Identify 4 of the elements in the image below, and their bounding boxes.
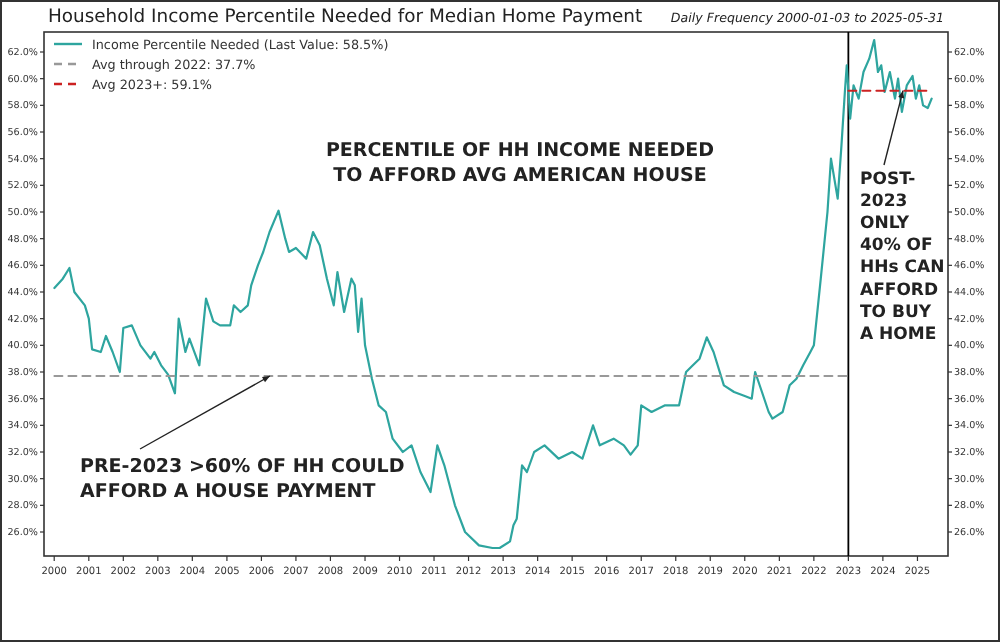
annotation: POST-2023 ONLY 40% OF HHs CAN AFFORD TO BUY A HOME <box>860 170 945 345</box>
chart-title: Household Income Percentile Needed for Median Home Payment <box>48 6 643 28</box>
annotation: PRE-2023 >60% OF HH COULD AFFORD A HOUSE PAYMENT <box>80 456 405 503</box>
annotation: PERCENTILE OF HH INCOME NEEDED TO AFFORD AVG AMERICAN HOUSE <box>325 140 715 187</box>
